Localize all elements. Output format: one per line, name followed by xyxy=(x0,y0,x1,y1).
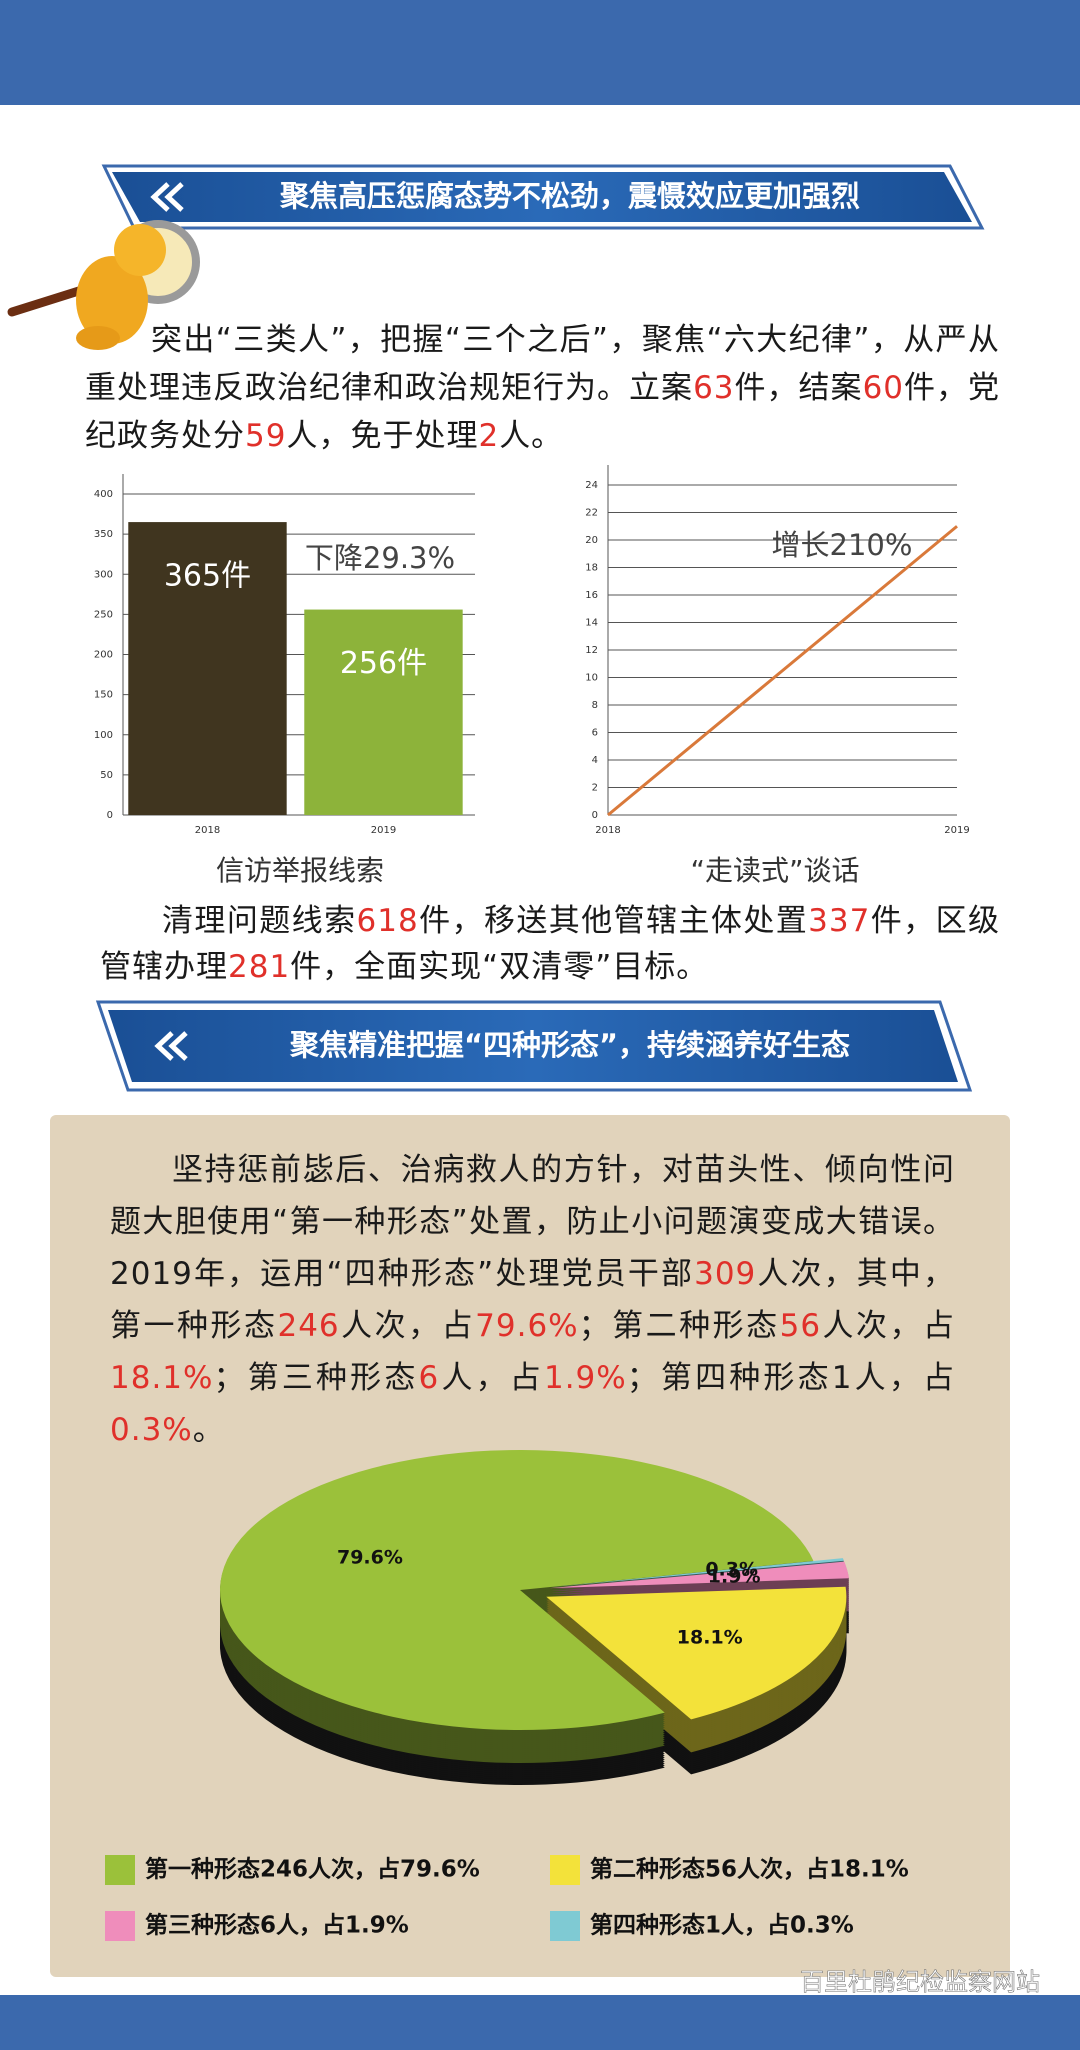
y-tick-label: 150 xyxy=(94,690,113,701)
text-run: 人。 xyxy=(499,418,564,454)
chart-caption: “走读式”谈话 xyxy=(690,854,859,887)
y-tick-label: 8 xyxy=(592,700,598,711)
text-run: 件，区级管辖办理 xyxy=(100,903,1001,985)
legend-label: 第二种形态56人次，占18.1% xyxy=(590,1856,909,1883)
legend-swatch xyxy=(105,1855,135,1885)
section-title: 聚焦精准把握“四种形态”，持续涵养好生态 xyxy=(289,1028,850,1062)
text-run: 件，移送其他管辖主体处置 xyxy=(418,903,809,939)
pie-slice xyxy=(549,1558,844,1588)
pie-slice xyxy=(549,1561,849,1589)
value-label: 18.1% xyxy=(677,1627,743,1649)
text-run: 人次，占 xyxy=(339,1308,476,1344)
text-run: 60 xyxy=(862,370,905,406)
legend-label: 第三种形态6人，占1.9% xyxy=(145,1912,409,1939)
y-tick-label: 18 xyxy=(585,563,598,574)
paragraph: 突出“三类人”，把握“三个之后”，聚焦“六大纪律”，从严从重处理违反政治纪律和政… xyxy=(85,316,1000,460)
x-tick-label: 2019 xyxy=(371,825,396,836)
text-run: 清理问题线索 xyxy=(162,903,357,939)
text-run: 突出“三类人”，把握“三个之后”，聚焦“六大纪律”，从严从重处理违反政治纪律和政… xyxy=(85,322,1000,406)
y-tick-label: 2 xyxy=(592,783,598,794)
y-tick-label: 400 xyxy=(94,489,113,500)
y-tick-label: 300 xyxy=(94,569,113,580)
y-tick-label: 20 xyxy=(585,535,598,546)
text-run: 309 xyxy=(694,1256,757,1292)
text-run: 6 xyxy=(418,1360,440,1396)
annotation: 增长210% xyxy=(772,528,913,562)
y-tick-label: 0 xyxy=(592,810,598,821)
value-label: 256件 xyxy=(340,646,427,681)
text-run: 281 xyxy=(228,949,291,985)
section-title: 聚焦高压惩腐态势不松劲，震慑效应更加强烈 xyxy=(279,179,860,213)
y-tick-label: 200 xyxy=(94,650,113,661)
chart-caption: 信访举报线索 xyxy=(216,854,384,887)
bottom-band xyxy=(0,1995,1080,2050)
paragraph: 清理问题线索618件，移送其他管辖主体处置337件，区级管辖办理281件，全面实… xyxy=(100,898,1000,990)
text-run: 59 xyxy=(245,418,287,454)
y-tick-label: 0 xyxy=(107,810,113,821)
text-run: 人，占 xyxy=(439,1360,544,1396)
text-run: 56 xyxy=(779,1308,822,1344)
legend-swatch xyxy=(550,1911,580,1941)
top-band xyxy=(0,0,1080,105)
y-tick-label: 22 xyxy=(585,508,598,519)
y-tick-label: 4 xyxy=(592,755,598,766)
text-run: ；第二种形态 xyxy=(578,1308,780,1344)
text-run: 件，结案 xyxy=(734,370,863,406)
y-tick-label: 14 xyxy=(585,618,598,629)
x-tick-label: 2018 xyxy=(195,825,220,836)
y-tick-label: 24 xyxy=(585,480,598,491)
annotation: 下降29.3% xyxy=(305,541,455,575)
bar xyxy=(304,609,463,815)
text-run: 人次，其中，第一种形态 xyxy=(110,1256,955,1344)
value-label: 0.3% xyxy=(705,1558,758,1580)
value-label: 365件 xyxy=(164,559,251,594)
text-run: 2 xyxy=(478,418,500,454)
bar xyxy=(128,522,287,815)
icon xyxy=(7,220,200,350)
y-tick-label: 50 xyxy=(100,770,113,781)
text-run: 0.3% xyxy=(110,1412,193,1448)
text-run: 63 xyxy=(693,370,735,406)
text-run: 人，免于处理 xyxy=(286,418,479,454)
legend-label: 第一种形态246人次，占79.6% xyxy=(145,1856,480,1883)
banner: 聚焦精准把握“四种形态”，持续涵养好生态 xyxy=(95,1000,973,1092)
y-tick-label: 350 xyxy=(94,529,113,540)
text-run: 件，全面实现“双清零”目标。 xyxy=(290,949,709,985)
text-run: ；第三种形态 xyxy=(213,1360,419,1396)
paragraph: 坚持惩前毖后、治病救人的方针，对苗头性、倾向性问题大胆使用“第一种形态”处置，防… xyxy=(110,1144,955,1456)
x-tick-label: 2019 xyxy=(944,825,969,836)
text-run: ；第四种形态1人，占 xyxy=(626,1360,956,1396)
banner: 聚焦高压惩腐态势不松劲，震慑效应更加强烈 xyxy=(101,164,985,230)
text-run: 件，党纪政务处分 xyxy=(85,370,1001,454)
y-tick-label: 10 xyxy=(585,673,598,684)
y-tick-label: 250 xyxy=(94,609,113,620)
y-tick-label: 6 xyxy=(592,728,598,739)
y-tick-label: 16 xyxy=(585,590,598,601)
legend-swatch xyxy=(550,1855,580,1885)
pie-slice xyxy=(546,1586,847,1720)
text-run: 337 xyxy=(808,903,871,939)
charts: 050100150200250300350400365件2018256件2019… xyxy=(94,465,970,1941)
text-run: 18.1% xyxy=(110,1360,214,1396)
y-tick-label: 100 xyxy=(94,730,113,741)
text-run: 坚持惩前毖后、治病救人的方针，对苗头性、倾向性问题大胆使用“第一种形态”处置，防… xyxy=(110,1152,955,1292)
legend-label: 第四种形态1人，占0.3% xyxy=(590,1912,854,1939)
legend-swatch xyxy=(105,1911,135,1941)
value-label: 79.6% xyxy=(337,1546,403,1568)
x-tick-label: 2018 xyxy=(595,825,620,836)
watermark: 百里杜鹃纪检监察网站 xyxy=(800,1968,1040,1996)
line xyxy=(607,525,958,817)
text-run: 。 xyxy=(192,1412,225,1448)
text-run: 人次，占 xyxy=(821,1308,956,1344)
pie-slice xyxy=(220,1450,814,1731)
y-tick-label: 12 xyxy=(585,645,598,656)
text-run: 79.6% xyxy=(475,1308,579,1344)
text-run: 618 xyxy=(356,903,419,939)
value-label: 1.9% xyxy=(708,1565,761,1587)
text-run: 246 xyxy=(277,1308,340,1344)
text-run: 1.9% xyxy=(543,1360,627,1396)
